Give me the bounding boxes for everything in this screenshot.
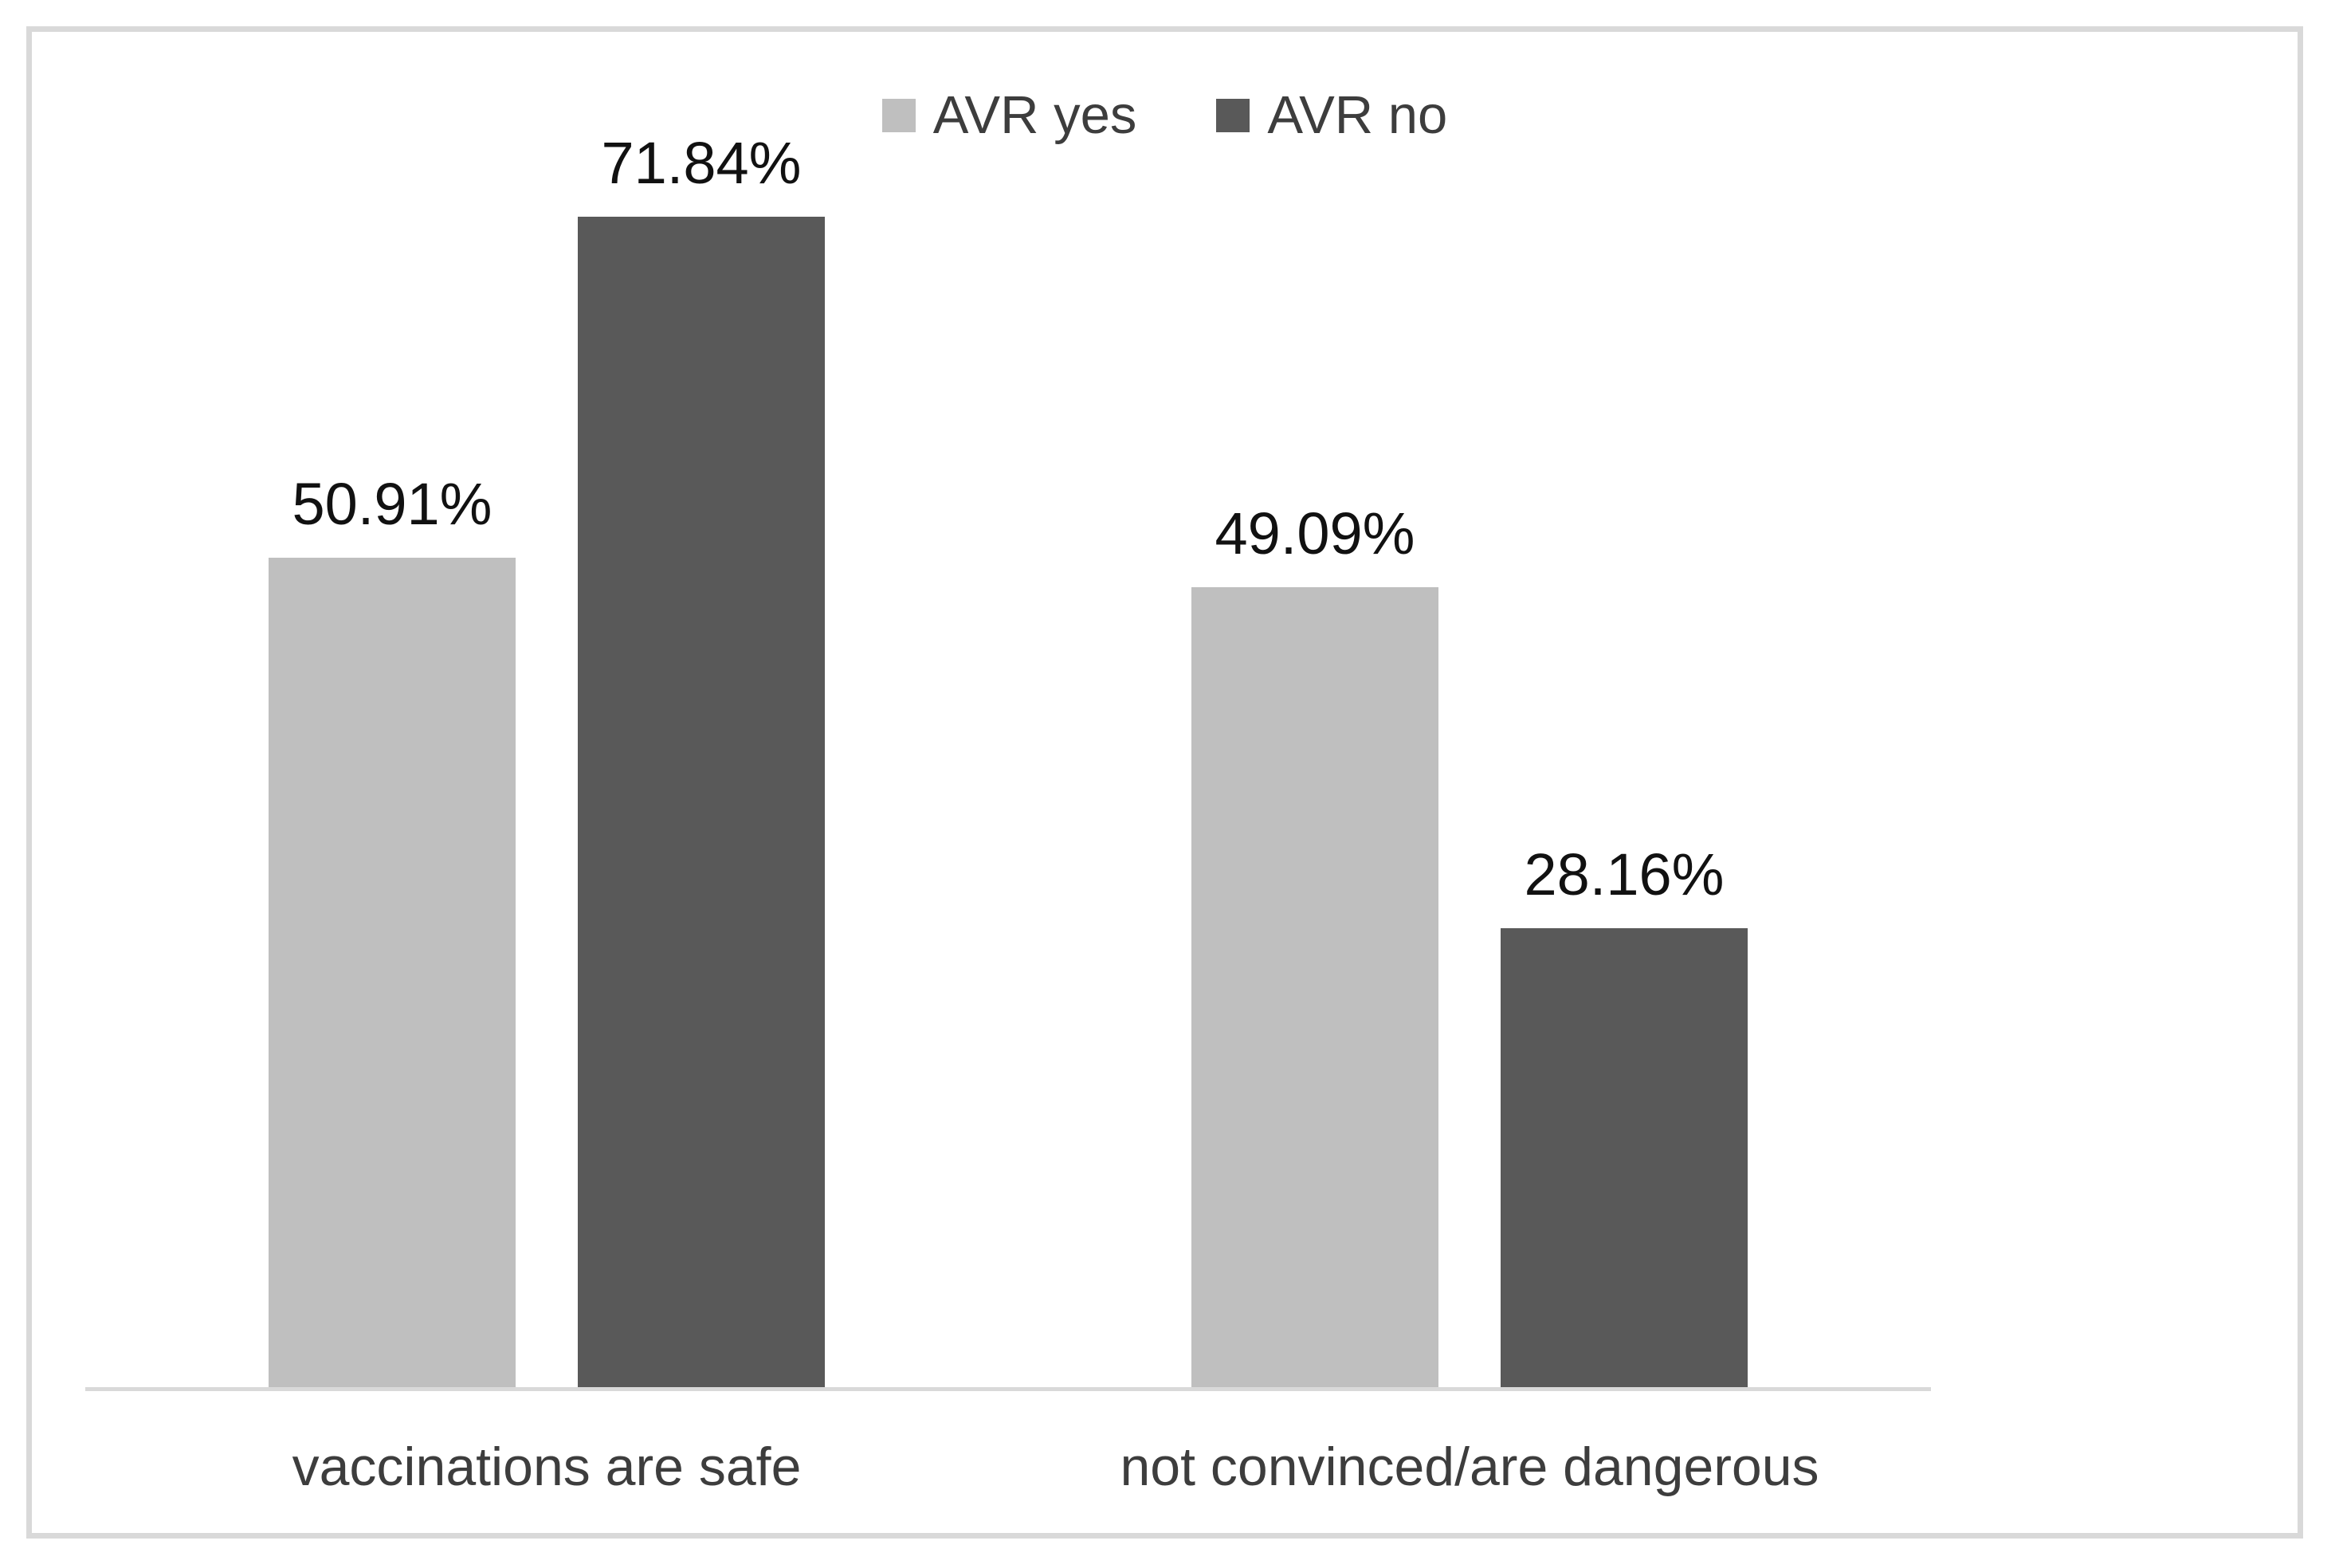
legend-item-avr-no: AVR no	[1216, 80, 1447, 151]
legend-swatch-avr-yes-icon	[881, 99, 916, 132]
legend-swatch-avr-no-icon	[1216, 99, 1250, 132]
bar-group-not-convinced: 49.09% 28.16%	[1008, 0, 1931, 1387]
bar-column: 50.91%	[269, 475, 516, 1387]
legend-label-avr-yes: AVR yes	[932, 85, 1137, 145]
legend: AVR yes AVR no	[26, 80, 2303, 151]
value-label-avr-no-safe: 71.84%	[601, 130, 802, 196]
value-label-avr-yes-notconvinced: 49.09%	[1215, 500, 1415, 566]
x-axis-label-not-convinced: not convinced/are dangerous	[1120, 1437, 1819, 1497]
x-axis-label-vaccinations-safe: vaccinations are safe	[292, 1437, 802, 1497]
bar-column: 71.84%	[578, 134, 825, 1387]
value-label-avr-yes-safe: 50.91%	[292, 471, 493, 537]
bar-avr-yes-notconvinced	[1191, 587, 1438, 1387]
bar-avr-yes-safe	[269, 558, 516, 1387]
bar-group-vaccinations-safe: 50.91% 71.84%	[85, 0, 1008, 1387]
x-axis-labels: vaccinations are safe not convinced/are …	[85, 1430, 1931, 1503]
plot-area: 50.91% 71.84% 49.09% 28.16%	[85, 0, 1931, 1391]
bar-column: 49.09%	[1191, 504, 1438, 1387]
legend-label-avr-no: AVR no	[1267, 85, 1448, 145]
value-label-avr-no-notconvinced: 28.16%	[1524, 841, 1725, 907]
bar-avr-no-safe	[578, 217, 825, 1387]
bar-avr-no-notconvinced	[1501, 928, 1748, 1387]
legend-item-avr-yes: AVR yes	[881, 80, 1137, 151]
bar-column: 28.16%	[1501, 845, 1748, 1387]
